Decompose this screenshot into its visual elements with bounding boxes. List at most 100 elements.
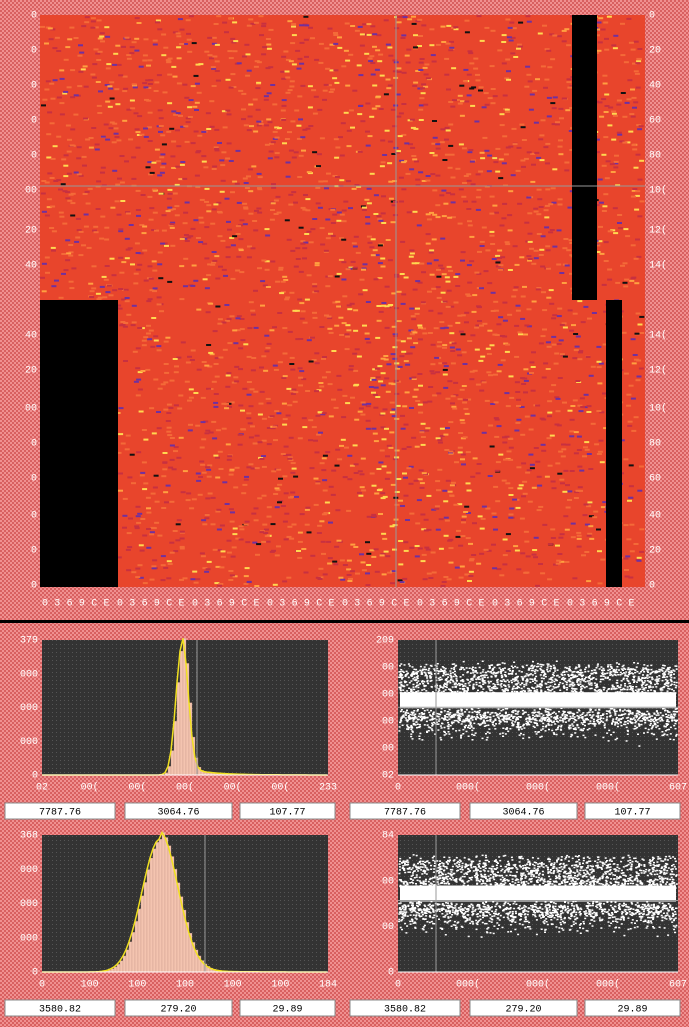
pixel bbox=[135, 576, 140, 578]
point bbox=[417, 687, 419, 689]
pixel bbox=[592, 312, 597, 314]
pixel bbox=[552, 123, 557, 125]
pixel bbox=[268, 157, 273, 159]
pixel bbox=[266, 38, 271, 40]
pixel bbox=[430, 173, 435, 175]
pixel bbox=[136, 190, 141, 192]
pixel bbox=[258, 441, 263, 443]
pixel bbox=[627, 425, 632, 427]
x-label: 0369CE bbox=[567, 599, 641, 610]
pixel bbox=[573, 313, 578, 315]
pixel bbox=[244, 44, 249, 46]
pixel bbox=[167, 281, 172, 283]
pixel bbox=[637, 128, 642, 130]
pixel bbox=[404, 424, 409, 426]
pixel bbox=[49, 83, 54, 85]
pixel bbox=[631, 430, 636, 432]
point bbox=[446, 684, 448, 686]
point bbox=[617, 723, 619, 725]
pixel bbox=[480, 40, 485, 42]
pixel bbox=[474, 272, 479, 274]
pixel bbox=[246, 466, 251, 468]
pixel bbox=[181, 341, 186, 343]
pixel bbox=[45, 257, 50, 259]
pixel bbox=[598, 226, 603, 228]
pixel bbox=[248, 18, 253, 20]
pixel bbox=[112, 123, 117, 125]
pixel bbox=[316, 434, 321, 436]
pixel bbox=[326, 371, 331, 373]
pixel bbox=[496, 323, 501, 325]
pixel bbox=[310, 555, 315, 557]
pixel bbox=[459, 188, 464, 190]
point bbox=[423, 695, 425, 697]
pixel bbox=[304, 39, 309, 41]
pixel bbox=[561, 444, 566, 446]
pixel bbox=[528, 454, 533, 456]
pixel bbox=[368, 135, 373, 137]
point bbox=[645, 677, 647, 679]
y-label: 14( bbox=[649, 260, 667, 272]
pixel bbox=[563, 470, 568, 472]
point bbox=[426, 731, 428, 733]
pixel bbox=[516, 507, 521, 509]
pixel bbox=[266, 541, 271, 543]
pixel bbox=[498, 269, 503, 271]
pixel bbox=[618, 227, 623, 229]
point bbox=[642, 667, 644, 669]
pixel bbox=[449, 47, 454, 49]
point bbox=[645, 692, 647, 694]
pixel bbox=[270, 209, 275, 211]
pixel bbox=[439, 321, 444, 323]
pixel bbox=[161, 34, 166, 36]
pixel bbox=[587, 535, 592, 537]
point bbox=[591, 698, 593, 700]
y-label: 0 bbox=[649, 581, 655, 592]
pixel bbox=[357, 492, 362, 494]
pixel bbox=[469, 236, 474, 238]
pixel bbox=[59, 69, 64, 71]
pixel bbox=[84, 86, 89, 88]
pixel bbox=[227, 552, 232, 554]
pixel bbox=[206, 210, 211, 212]
point bbox=[622, 679, 624, 681]
pixel bbox=[52, 230, 57, 232]
y-label: 60 bbox=[649, 116, 661, 127]
pixel bbox=[357, 64, 362, 66]
pixel bbox=[259, 15, 264, 17]
pixel bbox=[485, 249, 490, 251]
pixel bbox=[473, 68, 478, 70]
pixel bbox=[617, 214, 622, 216]
point bbox=[445, 719, 447, 721]
pixel bbox=[259, 458, 264, 460]
pixel bbox=[633, 354, 638, 356]
pixel bbox=[144, 38, 149, 40]
pixel bbox=[229, 57, 234, 59]
point bbox=[543, 715, 545, 717]
pixel bbox=[441, 292, 446, 294]
pixel bbox=[282, 580, 287, 582]
pixel bbox=[354, 463, 359, 465]
pixel bbox=[333, 34, 338, 36]
pixel bbox=[300, 513, 305, 515]
pixel bbox=[411, 155, 416, 157]
pixel bbox=[281, 281, 286, 283]
pixel bbox=[161, 475, 166, 477]
pixel bbox=[545, 476, 550, 478]
pixel bbox=[173, 530, 178, 532]
pixel bbox=[122, 120, 127, 122]
pixel bbox=[368, 58, 373, 60]
pixel bbox=[112, 64, 117, 66]
pixel bbox=[304, 572, 309, 574]
pixel bbox=[291, 23, 296, 25]
pixel bbox=[328, 28, 333, 30]
pixel bbox=[490, 243, 495, 245]
pixel bbox=[495, 171, 500, 173]
pixel bbox=[82, 165, 87, 167]
pixel bbox=[151, 565, 156, 567]
pixel bbox=[626, 18, 631, 20]
pixel bbox=[70, 144, 75, 146]
pixel bbox=[413, 289, 418, 291]
pixel bbox=[506, 405, 511, 407]
point bbox=[451, 677, 453, 679]
